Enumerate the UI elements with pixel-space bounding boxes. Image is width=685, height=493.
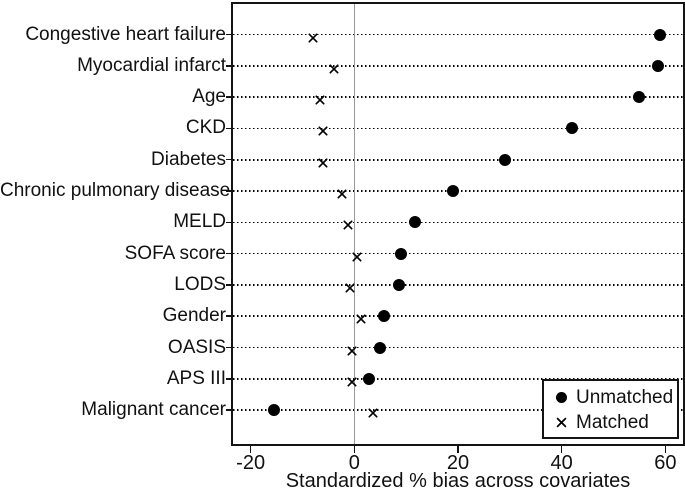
category-label: SOFA score — [124, 242, 226, 264]
y-axis-tick — [226, 409, 233, 411]
row-dotted-line — [233, 96, 683, 98]
x-axis-tick — [457, 446, 459, 453]
row-dotted-line — [233, 315, 683, 318]
unmatched-marker — [268, 404, 281, 417]
category-label: Age — [192, 86, 226, 108]
category-label: Diabetes — [151, 148, 226, 170]
x-tick-label: 0 — [348, 452, 360, 474]
filled-circle-icon — [555, 392, 567, 403]
y-axis-tick — [226, 315, 233, 317]
row-dotted-line — [233, 127, 683, 130]
matched-marker — [315, 92, 325, 105]
plot-area-border — [231, 2, 685, 446]
zero-reference-line — [353, 4, 356, 444]
x-cross-icon — [556, 417, 566, 428]
unmatched-marker — [446, 185, 459, 197]
category-label: OASIS — [167, 336, 226, 358]
x-tick-label: -20 — [236, 452, 266, 474]
unmatched-marker — [373, 341, 386, 354]
category-label: Gender — [162, 305, 226, 327]
category-label: CKD — [185, 117, 226, 139]
unmatched-marker — [408, 216, 421, 229]
category-label: Malignant cancer — [81, 399, 226, 421]
x-tick-label: 60 — [654, 452, 677, 474]
unmatched-marker — [394, 247, 407, 260]
y-axis-tick — [226, 33, 233, 36]
legend-label-unmatched: Unmatched — [576, 386, 674, 408]
category-label: Myocardial infarct — [77, 54, 226, 76]
unmatched-marker — [566, 122, 579, 135]
row-dotted-line — [233, 221, 683, 224]
legend-marker — [552, 392, 570, 403]
matched-marker — [368, 405, 379, 418]
unmatched-marker — [392, 278, 405, 291]
unmatched-marker — [651, 59, 664, 72]
y-axis-tick — [226, 127, 233, 130]
row-dotted-line — [233, 409, 683, 411]
y-axis-tick — [226, 96, 233, 98]
row-dotted-line — [233, 284, 683, 286]
y-axis-tick — [226, 378, 233, 380]
y-axis-tick — [226, 284, 233, 286]
row-dotted-line — [233, 158, 683, 161]
matched-marker — [347, 374, 357, 387]
x-axis-tick — [249, 446, 252, 453]
legend-marker — [552, 417, 570, 428]
x-axis-title: Standardized % bias across covariates — [285, 470, 631, 492]
matched-marker — [347, 343, 357, 356]
x-axis-tick — [560, 446, 563, 453]
unmatched-marker — [377, 310, 390, 323]
category-label: LODS — [174, 273, 226, 295]
y-axis-tick — [226, 190, 233, 192]
y-axis-tick — [226, 65, 233, 67]
y-axis-tick — [226, 252, 233, 255]
y-axis-tick — [226, 221, 233, 224]
legend-item-matched: Matched — [552, 410, 677, 435]
matched-marker — [318, 123, 328, 136]
row-dotted-line — [233, 33, 683, 36]
category-label: MELD — [173, 211, 226, 233]
legend: Unmatched Matched — [542, 379, 679, 439]
category-label: APS III — [166, 367, 226, 389]
row-dotted-line — [233, 65, 683, 67]
matched-marker — [345, 280, 355, 293]
row-dotted-line — [233, 378, 683, 380]
matched-marker — [337, 186, 347, 199]
legend-label-matched: Matched — [576, 411, 649, 433]
matched-marker — [318, 155, 328, 168]
legend-item-unmatched: Unmatched — [552, 385, 677, 410]
unmatched-marker — [498, 153, 511, 166]
matched-marker — [352, 249, 362, 262]
x-tick-label: 40 — [550, 452, 573, 474]
x-axis-tick — [664, 446, 667, 453]
y-axis-tick — [226, 158, 233, 161]
matched-marker — [308, 30, 318, 43]
unmatched-marker — [363, 372, 376, 385]
category-label: Chronic pulmonary disease — [0, 180, 231, 201]
category-label: Congestive heart failure — [25, 23, 226, 45]
matched-marker — [356, 311, 366, 324]
unmatched-marker — [654, 28, 667, 41]
row-dotted-line — [233, 346, 683, 349]
matched-marker — [343, 217, 353, 230]
matched-marker — [329, 61, 339, 74]
unmatched-marker — [633, 91, 646, 104]
x-axis-tick — [353, 446, 356, 453]
y-axis-tick — [226, 346, 233, 349]
x-tick-label: 20 — [446, 452, 470, 474]
row-dotted-line — [233, 252, 683, 255]
